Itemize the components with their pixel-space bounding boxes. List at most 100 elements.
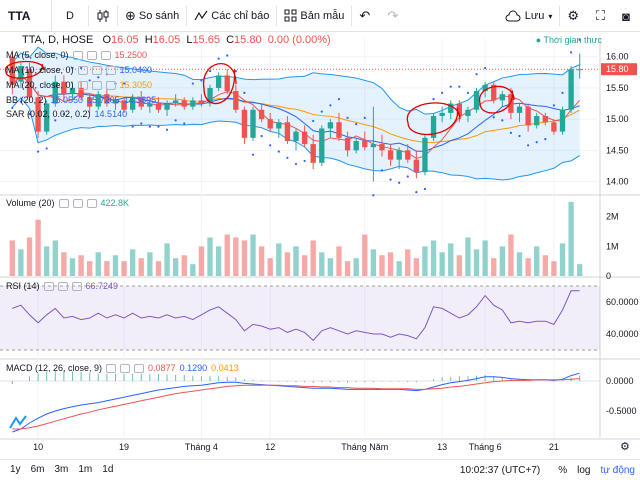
close-icon[interactable] (106, 81, 116, 90)
volume-bar (242, 240, 247, 276)
indicators-button[interactable]: Các chỉ báo (187, 0, 276, 32)
settings-icon[interactable] (58, 282, 68, 291)
macd-value: 0.1290 (180, 363, 208, 373)
volume-bar (87, 261, 92, 276)
range-3m[interactable]: 3m (49, 464, 73, 475)
settings-icon[interactable] (120, 364, 130, 373)
legend-ma20[interactable]: MA (20, close, 0) 15.3050 (6, 80, 152, 90)
low-value: 15.65 (192, 34, 220, 46)
volume-bar (216, 246, 221, 276)
templates-icon (284, 9, 297, 22)
eye-icon[interactable] (78, 81, 88, 90)
undo-button[interactable]: ↶ (352, 0, 380, 32)
eye-icon[interactable] (59, 199, 69, 208)
legend-rsi[interactable]: RSI (14) 66.7249 (6, 281, 118, 291)
eye-icon[interactable] (44, 282, 54, 291)
legend-ma10[interactable]: MA (10, close, 0) 15.0400 (6, 65, 152, 75)
open-value: 16.05 (111, 34, 139, 46)
volume-bar (457, 255, 462, 276)
legend-ma5[interactable]: MA (5, close, 0) 15.2500 (6, 50, 147, 60)
sar-dot (415, 191, 417, 193)
bar-style-button[interactable] (89, 0, 117, 32)
candle-body (225, 75, 230, 91)
eye-icon[interactable] (78, 66, 88, 75)
candle-body (242, 110, 247, 138)
volume-bar (285, 252, 290, 276)
volume-bar (319, 252, 324, 276)
range-1y[interactable]: 1y (0, 464, 26, 475)
indicators-icon (194, 10, 208, 22)
ma20-label: MA (20, close, 0) (6, 80, 74, 90)
legend-bb[interactable]: BB (20, 2) 15.0550 15.7205 14.3895 (6, 95, 156, 105)
volume-label: Volume (20) (6, 198, 55, 208)
range-6m[interactable]: 6m (26, 464, 50, 475)
volume-axis-label: 1M (606, 241, 619, 251)
sar-dot (450, 86, 452, 88)
macd-hist-value: 0.0877 (148, 363, 176, 373)
auto-toggle[interactable]: tự động (596, 465, 640, 476)
volume-value: 422.8K (101, 198, 130, 208)
volume-axis-label: 2M (606, 212, 619, 222)
fullscreen-button[interactable]: ⛶ (589, 0, 615, 32)
sar-dot (570, 51, 572, 53)
candle-body (439, 113, 444, 116)
eye-icon[interactable] (106, 364, 116, 373)
close-icon[interactable] (101, 51, 111, 60)
candle-body (405, 150, 410, 159)
legend-macd[interactable]: MACD (12, 26, close, 9) 0.0877 0.1290 0.… (6, 363, 239, 373)
eye-icon[interactable] (73, 51, 83, 60)
settings-icon[interactable] (73, 199, 83, 208)
bb-value-1: 15.0550 (51, 95, 84, 105)
legend-volume[interactable]: Volume (20) 422.8K (6, 198, 129, 208)
rsi-value: 66.7249 (86, 281, 119, 291)
sar-dot (338, 98, 340, 100)
sar-dot (157, 126, 159, 128)
volume-bar (259, 246, 264, 276)
close-icon[interactable] (87, 199, 97, 208)
volume-bar (156, 261, 161, 276)
candle-body (311, 144, 316, 163)
close-label: C (226, 34, 234, 46)
market-status: ● Thời gian thực (536, 35, 602, 45)
settings-button[interactable]: ⚙ (560, 0, 589, 32)
legend-sar[interactable]: SAR (0.02, 0.02, 0.2) 14.5140 (6, 109, 127, 119)
macd-axis-label: -0.5000 (606, 406, 637, 416)
range-1d[interactable]: 1d (97, 464, 118, 475)
volume-bar (70, 258, 75, 276)
close-icon[interactable] (134, 364, 144, 373)
time-axis-label: Tháng Năm (341, 442, 388, 452)
save-button[interactable]: Lưu ▾ (498, 0, 560, 32)
macd-signal-value: 0.0413 (211, 363, 239, 373)
sar-dot (218, 57, 220, 59)
sar-dot (192, 82, 194, 84)
settings-icon[interactable] (87, 51, 97, 60)
redo-button[interactable]: ↷ (380, 0, 408, 32)
compare-button[interactable]: ⊕So sánh (118, 0, 186, 32)
candle-body (199, 100, 204, 103)
close-icon[interactable] (106, 66, 116, 75)
log-toggle[interactable]: log (572, 465, 595, 476)
candle-body (465, 110, 470, 116)
symbol-search[interactable]: TTA (0, 0, 52, 32)
volume-bar (311, 240, 316, 276)
ma5-label: MA (5, close, 0) (6, 50, 69, 60)
sar-dot (355, 123, 357, 125)
settings-icon[interactable] (92, 81, 102, 90)
settings-icon[interactable] (92, 66, 102, 75)
volume-bar (10, 240, 15, 276)
candle-body (371, 144, 376, 147)
sar-dot (518, 135, 520, 137)
redo-icon: ↷ (387, 8, 398, 24)
volume-bar (328, 258, 333, 276)
close-icon[interactable] (72, 282, 82, 291)
time-axis-label: 19 (119, 442, 129, 452)
templates-button[interactable]: Bản mẫu (277, 0, 351, 32)
price-axis-label: 14.50 (606, 145, 629, 155)
sar-dot (407, 175, 409, 177)
screenshot-button[interactable]: ◙ (615, 0, 640, 32)
interval-button[interactable]: D (52, 0, 88, 32)
percent-toggle[interactable]: % (553, 465, 572, 476)
range-1m[interactable]: 1m (73, 464, 97, 475)
volume-bar (517, 252, 522, 276)
volume-bar (465, 237, 470, 276)
